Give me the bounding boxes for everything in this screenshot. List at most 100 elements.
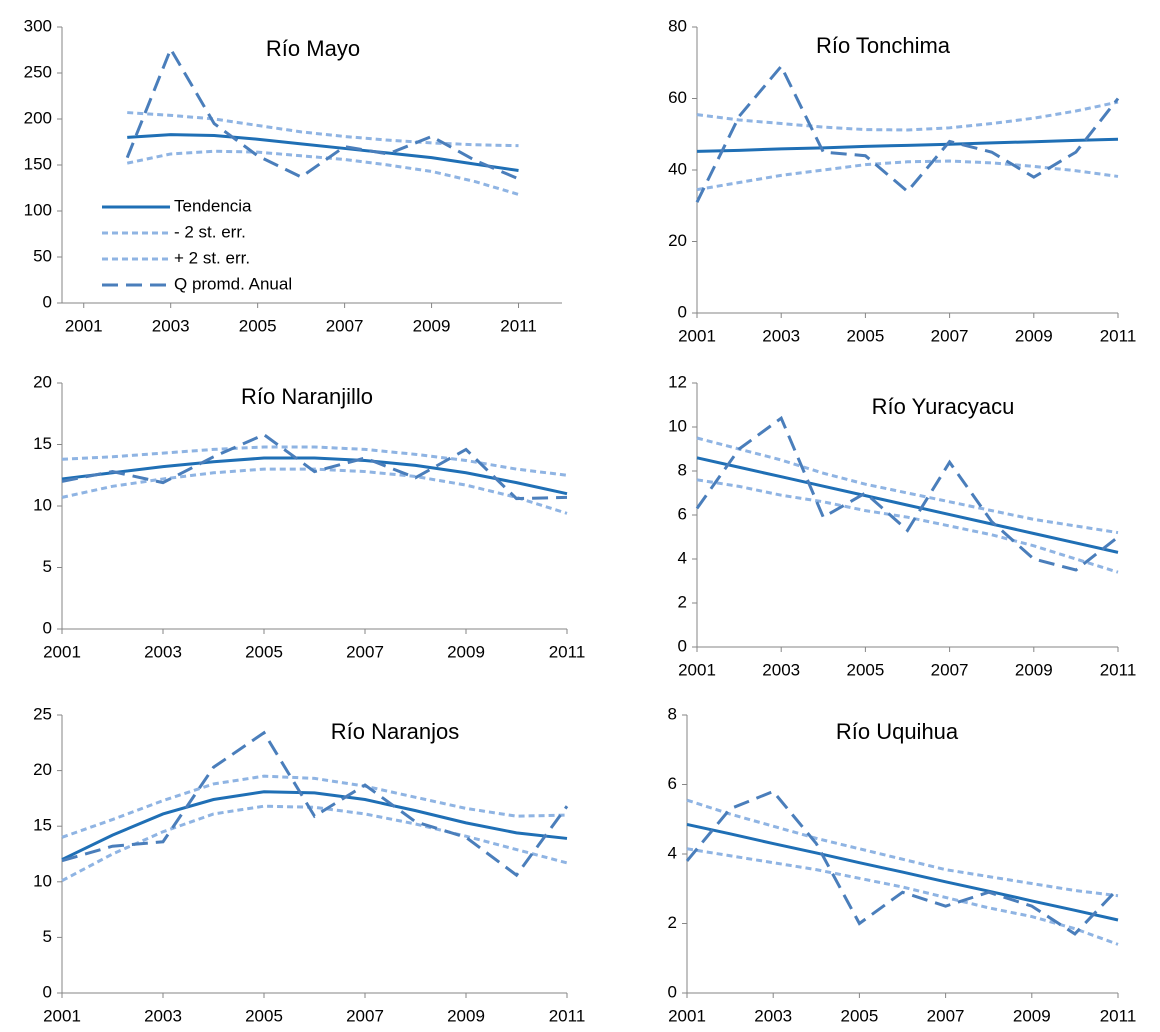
- y-tick-label: 4: [668, 843, 677, 862]
- x-tick-label: 2001: [668, 1006, 706, 1025]
- x-tick-label: 2009: [413, 316, 451, 335]
- x-tick-label: 2011: [549, 1006, 586, 1025]
- y-tick-label: 300: [24, 16, 52, 35]
- series-line: [61, 445, 568, 477]
- series-line: [696, 478, 1119, 574]
- legend-label: Q promd. Anual: [174, 274, 292, 293]
- x-tick-label: 2005: [840, 1006, 878, 1025]
- chart-title: Río Naranjillo: [241, 384, 373, 409]
- series-line: [696, 137, 1119, 153]
- x-tick-label: 2003: [144, 642, 182, 661]
- series-line: [61, 432, 568, 501]
- x-tick-label: 2011: [1100, 326, 1137, 345]
- series-line: [61, 790, 568, 861]
- series-line: [696, 100, 1119, 132]
- x-tick-label: 2007: [927, 1006, 965, 1025]
- series-line: [126, 149, 519, 196]
- x-tick-label: 2009: [447, 1006, 485, 1025]
- series-line: [696, 436, 1119, 535]
- x-tick-label: 2011: [549, 642, 586, 661]
- x-tick-label: 2007: [346, 642, 384, 661]
- x-tick-label: 2003: [144, 1006, 182, 1025]
- x-tick-label: 2007: [931, 326, 969, 345]
- series-line: [61, 774, 568, 839]
- y-tick-label: 12: [668, 372, 687, 391]
- x-tick-label: 2011: [500, 316, 537, 335]
- x-tick-label: 2005: [245, 642, 283, 661]
- x-tick-label: 2009: [1015, 326, 1053, 345]
- y-tick-label: 0: [43, 618, 52, 637]
- x-tick-label: 2005: [245, 1006, 283, 1025]
- x-tick-label: 2001: [43, 642, 81, 661]
- chart-title: Río Naranjos: [331, 719, 459, 744]
- x-tick-label: 2003: [762, 326, 800, 345]
- x-tick-label: 2005: [239, 316, 277, 335]
- y-tick-label: 8: [668, 704, 677, 723]
- series-line: [686, 847, 1119, 946]
- y-tick-label: 0: [43, 982, 52, 1001]
- series-line: [696, 456, 1119, 554]
- legend-label: + 2 st. err.: [174, 248, 250, 267]
- y-tick-label: 100: [24, 200, 52, 219]
- x-tick-label: 2003: [152, 316, 190, 335]
- x-tick-label: 2003: [754, 1006, 792, 1025]
- series-line: [686, 798, 1119, 898]
- y-tick-label: 2: [668, 913, 677, 932]
- y-tick-label: 0: [668, 982, 677, 1001]
- y-tick-label: 10: [33, 871, 52, 890]
- y-tick-label: 10: [668, 416, 687, 435]
- y-tick-label: 250: [24, 62, 52, 81]
- y-tick-label: 20: [33, 372, 52, 391]
- x-tick-label: 2007: [346, 1006, 384, 1025]
- y-tick-label: 0: [678, 302, 687, 321]
- series-line: [61, 456, 568, 496]
- y-tick-label: 80: [668, 16, 687, 35]
- chart-title: Río Uquihua: [836, 719, 959, 744]
- x-tick-label: 2005: [846, 660, 884, 679]
- x-tick-label: 2009: [447, 642, 485, 661]
- y-tick-label: 15: [33, 434, 52, 453]
- y-tick-label: 5: [43, 927, 52, 946]
- y-tick-label: 15: [33, 816, 52, 835]
- series-line: [127, 111, 519, 148]
- series-line: [127, 133, 519, 173]
- x-tick-label: 2007: [326, 316, 364, 335]
- y-tick-label: 4: [678, 548, 687, 567]
- x-tick-label: 2009: [1013, 1006, 1051, 1025]
- chart-title: Río Mayo: [266, 36, 360, 61]
- series-line: [686, 822, 1119, 922]
- y-tick-label: 150: [24, 154, 52, 173]
- series-line: [125, 45, 520, 181]
- x-tick-label: 2001: [65, 316, 103, 335]
- y-tick-label: 10: [33, 495, 52, 514]
- y-tick-label: 0: [678, 636, 687, 655]
- y-tick-label: 0: [43, 292, 52, 311]
- y-tick-label: 60: [668, 88, 687, 107]
- legend-label: Tendencia: [174, 196, 252, 215]
- legend-label: - 2 st. err.: [174, 222, 246, 241]
- series-line: [695, 415, 1119, 572]
- series-line: [685, 789, 1120, 936]
- x-tick-label: 2007: [931, 660, 969, 679]
- y-tick-label: 20: [33, 760, 52, 779]
- series-line: [61, 467, 568, 515]
- y-tick-label: 2: [678, 592, 687, 611]
- y-tick-label: 5: [43, 557, 52, 576]
- x-tick-label: 2001: [678, 326, 716, 345]
- x-tick-label: 2005: [846, 326, 884, 345]
- y-tick-label: 20: [668, 231, 687, 250]
- y-tick-label: 25: [33, 704, 52, 723]
- y-tick-label: 8: [678, 460, 687, 479]
- series-line: [61, 730, 569, 878]
- series-line: [61, 804, 568, 883]
- x-tick-label: 2003: [762, 660, 800, 679]
- y-tick-label: 50: [33, 246, 52, 265]
- x-tick-label: 2011: [1100, 1006, 1137, 1025]
- x-tick-label: 2011: [1100, 660, 1137, 679]
- y-tick-label: 6: [668, 774, 677, 793]
- chart-title: Río Tonchima: [816, 33, 951, 58]
- chart-title: Río Yuracyacu: [872, 394, 1015, 419]
- y-tick-label: 200: [24, 108, 52, 127]
- x-tick-label: 2001: [678, 660, 716, 679]
